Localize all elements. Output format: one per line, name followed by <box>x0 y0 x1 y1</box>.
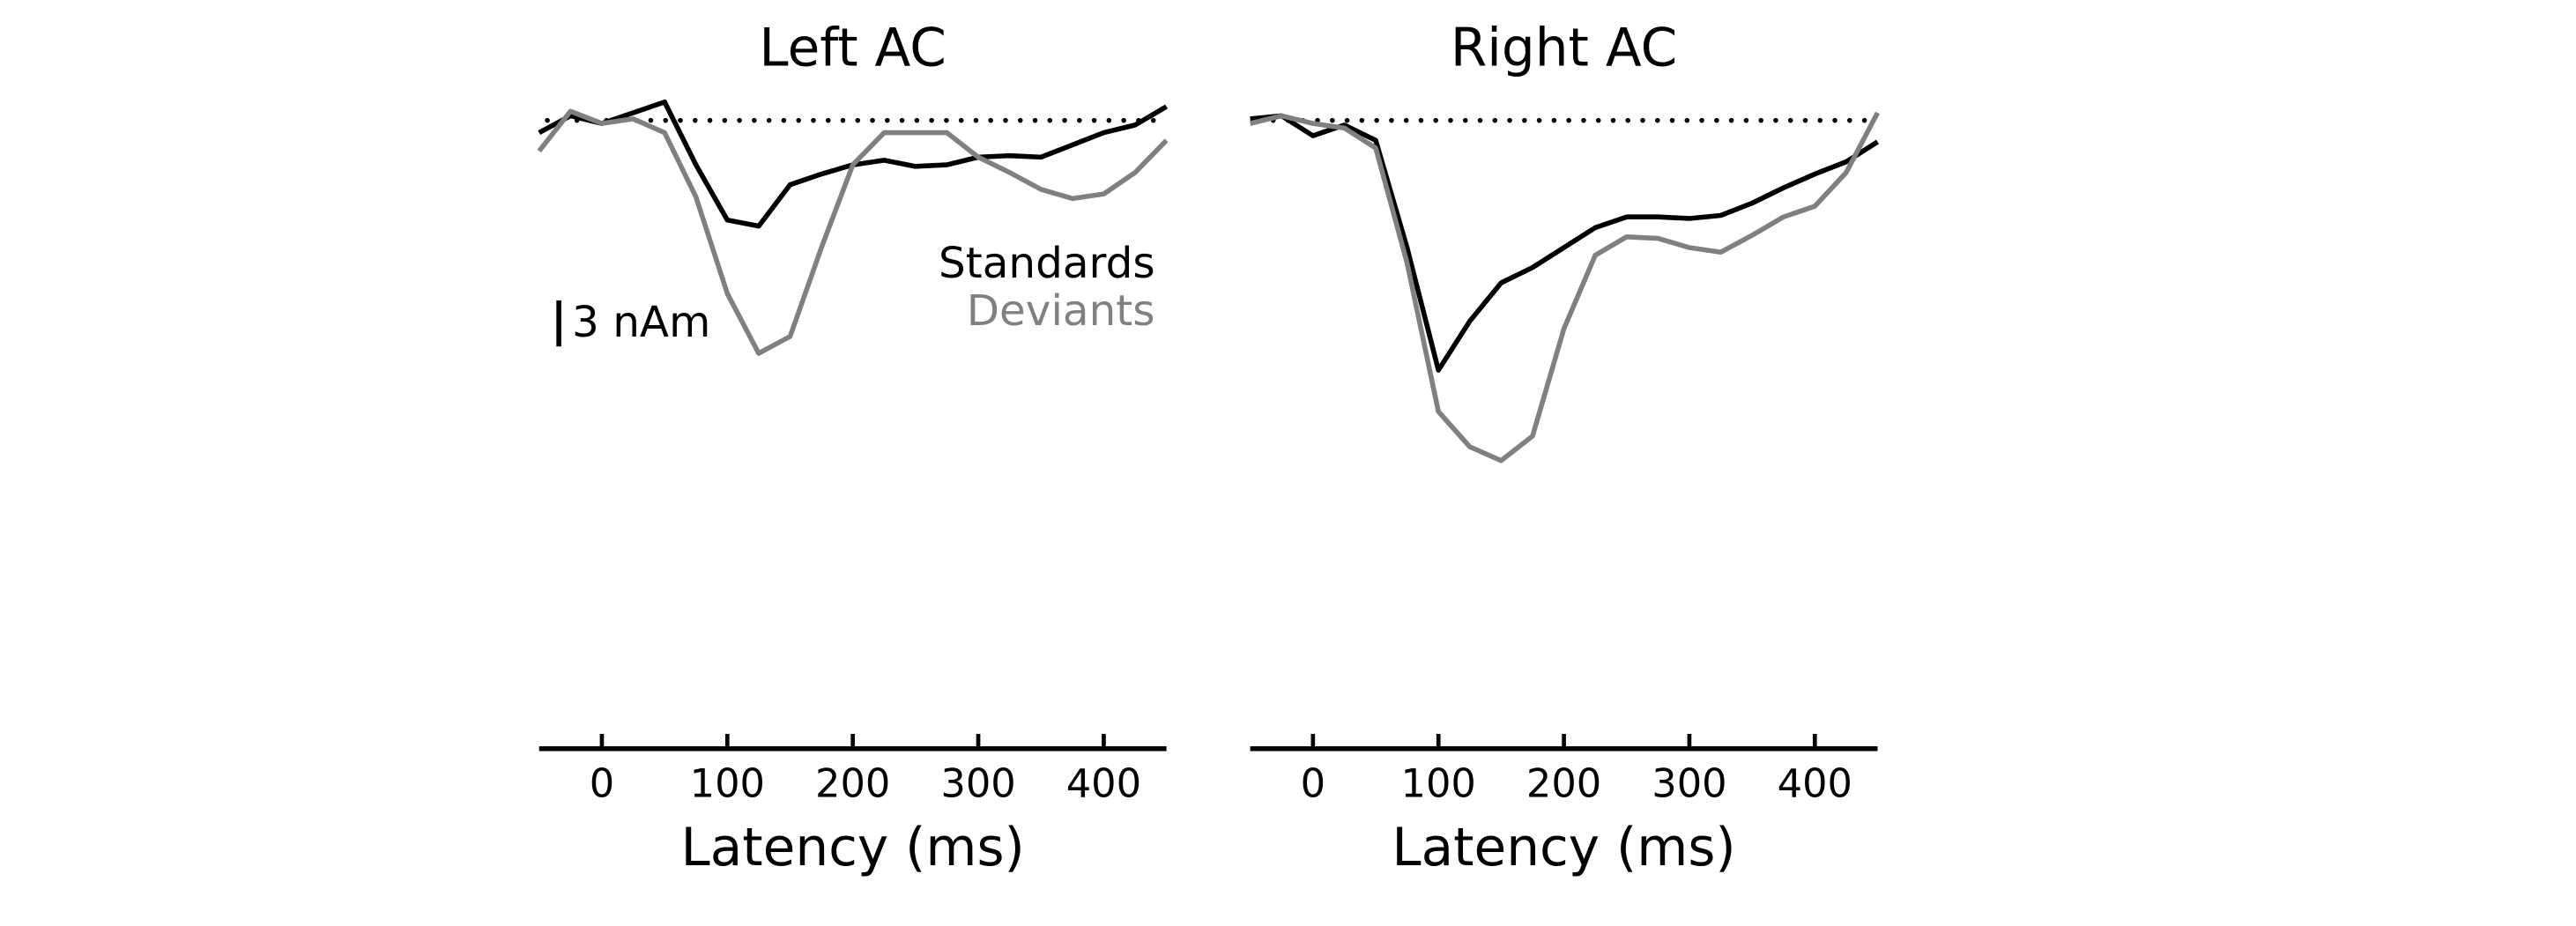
x-axis-label: Latency (ms) <box>681 818 1025 878</box>
x-tick-label: 0 <box>590 760 614 807</box>
scale-bar-label: 3 nAm <box>572 298 710 347</box>
legend-entry: Deviants <box>967 286 1155 336</box>
x-tick-label: 200 <box>1526 760 1601 807</box>
x-tick-label: 0 <box>1301 760 1325 807</box>
x-tick-label: 100 <box>1401 760 1476 807</box>
panel-title: Left AC <box>759 18 947 78</box>
x-tick-label: 200 <box>815 760 890 807</box>
series-line <box>1250 113 1879 373</box>
x-tick-label: 400 <box>1066 760 1141 807</box>
series-line <box>537 108 1169 356</box>
panel-title: Right AC <box>1451 18 1677 78</box>
series-line <box>1249 111 1880 463</box>
x-tick-label: 300 <box>940 760 1015 807</box>
x-tick-label: 100 <box>690 760 765 807</box>
legend-entry: Standards <box>939 239 1155 288</box>
x-axis-label: Latency (ms) <box>1392 818 1735 878</box>
x-tick-label: 400 <box>1778 760 1852 807</box>
x-tick-label: 300 <box>1652 760 1726 807</box>
